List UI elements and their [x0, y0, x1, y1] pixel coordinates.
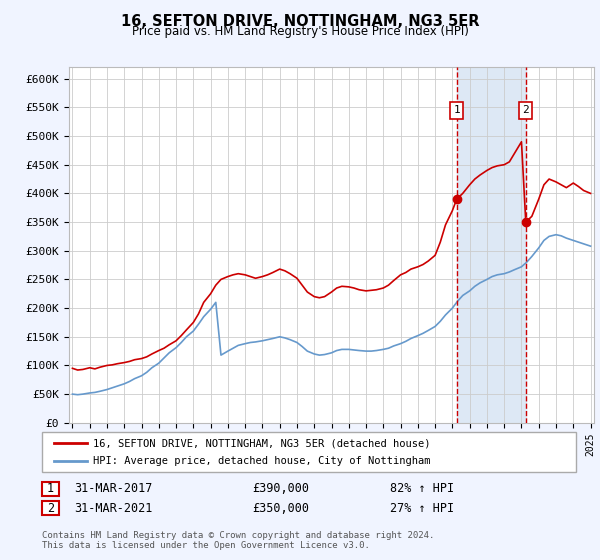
Text: 16, SEFTON DRIVE, NOTTINGHAM, NG3 5ER (detached house): 16, SEFTON DRIVE, NOTTINGHAM, NG3 5ER (d… [93, 438, 431, 449]
Text: 2: 2 [47, 502, 54, 515]
Text: £350,000: £350,000 [252, 502, 309, 515]
Text: 31-MAR-2021: 31-MAR-2021 [74, 502, 152, 515]
Text: 31-MAR-2017: 31-MAR-2017 [74, 482, 152, 496]
Text: 82% ↑ HPI: 82% ↑ HPI [390, 482, 454, 496]
Text: Contains HM Land Registry data © Crown copyright and database right 2024.
This d: Contains HM Land Registry data © Crown c… [42, 531, 434, 550]
Bar [457, 67, 526, 423]
Text: 1: 1 [454, 105, 460, 115]
Text: £390,000: £390,000 [252, 482, 309, 496]
Text: Price paid vs. HM Land Registry's House Price Index (HPI): Price paid vs. HM Land Registry's House … [131, 25, 469, 38]
Text: HPI: Average price, detached house, City of Nottingham: HPI: Average price, detached house, City… [93, 455, 431, 465]
Text: 2: 2 [523, 105, 529, 115]
Text: 16, SEFTON DRIVE, NOTTINGHAM, NG3 5ER: 16, SEFTON DRIVE, NOTTINGHAM, NG3 5ER [121, 14, 479, 29]
Text: 1: 1 [47, 482, 54, 496]
Text: 27% ↑ HPI: 27% ↑ HPI [390, 502, 454, 515]
